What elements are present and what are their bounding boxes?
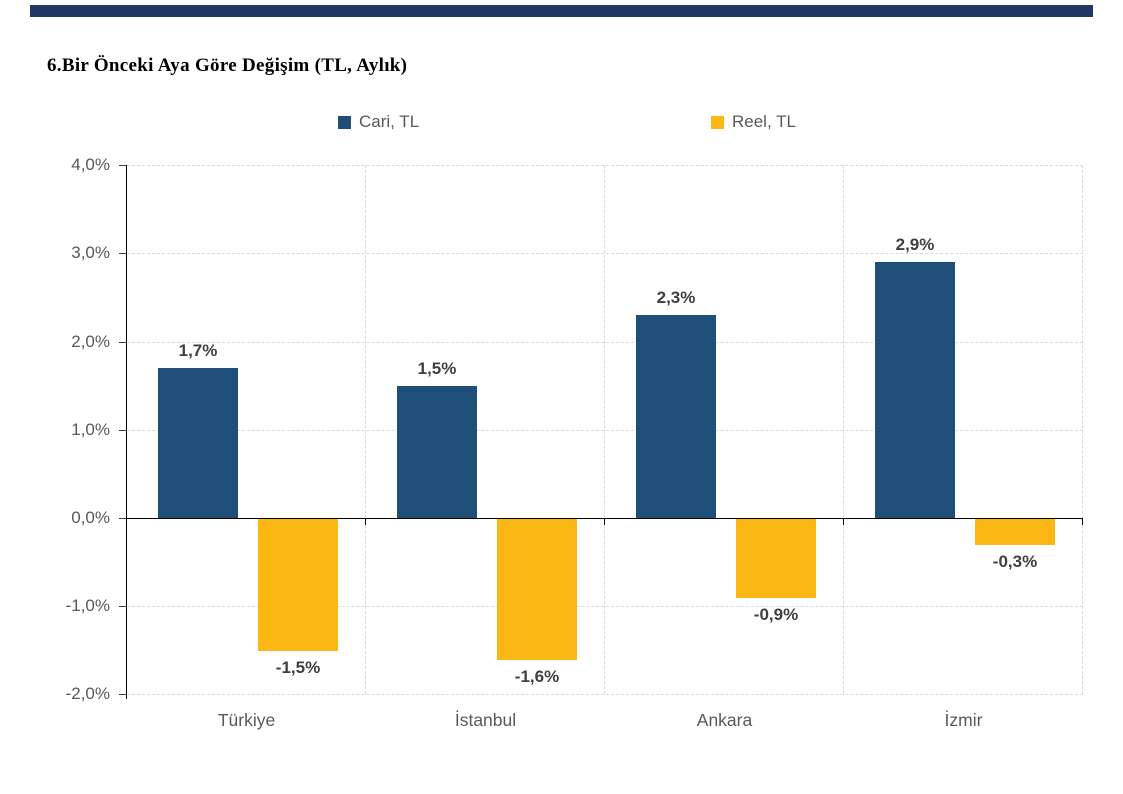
y-tick-label: 1,0% [71, 420, 110, 439]
legend-label-reel: Reel, TL [732, 112, 796, 131]
x-axis-tick [604, 519, 605, 525]
bar-value-label: 2,3% [656, 288, 696, 307]
y-gridline [127, 165, 1083, 166]
x-category-label: Ankara [696, 710, 753, 730]
y-gridline [127, 606, 1083, 607]
y-tick-label: 4,0% [71, 155, 110, 174]
legend-item-cari: Cari, TL [338, 112, 419, 132]
bar-value-label: 1,7% [178, 341, 218, 360]
bar-cari [158, 368, 238, 518]
category-separator-line [604, 165, 605, 694]
legend-item-reel: Reel, TL [711, 112, 796, 132]
y-axis-tick [119, 518, 126, 519]
bar-reel [497, 519, 577, 660]
y-axis-tick [119, 430, 126, 431]
y-tick-label: 3,0% [71, 243, 110, 262]
x-category-label: Türkiye [217, 710, 276, 730]
y-gridline [127, 342, 1083, 343]
y-axis-tick [119, 694, 126, 695]
category-separator-line [365, 165, 366, 694]
bar-value-label: -1,5% [275, 658, 321, 677]
bar-value-label: -0,9% [753, 605, 799, 624]
y-gridline [127, 430, 1083, 431]
x-axis-tick [843, 519, 844, 525]
x-category-label: İstanbul [454, 710, 517, 730]
y-gridline [127, 694, 1083, 695]
y-axis-tick [119, 165, 126, 166]
bar-reel [975, 519, 1055, 545]
y-axis-line [126, 165, 127, 699]
y-tick-label: -2,0% [65, 684, 110, 703]
plot-right-border [1082, 165, 1083, 694]
bar-cari [636, 315, 716, 518]
bar-value-label: -0,3% [992, 552, 1038, 571]
y-axis-tick [119, 606, 126, 607]
y-tick-label: -1,0% [65, 596, 110, 615]
top-divider-bar [30, 5, 1093, 17]
bar-value-label: -1,6% [514, 667, 560, 686]
bar-reel [258, 519, 338, 651]
bar-value-label: 1,5% [417, 359, 457, 378]
bar-value-label: 2,9% [895, 235, 935, 254]
plot-area: 4,0% 3,0% 2,0% 1,0% 0,0% -1,0% -2,0% 1,7% -1,5% 1… [66, 155, 1083, 703]
y-axis-tick [119, 253, 126, 254]
category-separator-line [843, 165, 844, 694]
bar-cari [875, 262, 955, 518]
bar-reel [736, 519, 816, 598]
y-tick-label: 0,0% [71, 508, 110, 527]
x-category-label: İzmir [944, 710, 983, 730]
y-tick-label: 2,0% [71, 332, 110, 351]
x-axis-zero-line [127, 518, 1083, 519]
legend-swatch-reel-icon [711, 115, 724, 129]
legend-label-cari: Cari, TL [359, 112, 420, 131]
bar-cari [397, 386, 477, 518]
x-axis-tick [1082, 519, 1083, 525]
legend-swatch-cari-icon [338, 115, 351, 129]
y-axis-tick [119, 342, 126, 343]
chart-title: 6.Bir Önceki Aya Göre Değişim (TL, Aylık… [47, 55, 408, 76]
x-axis-tick [365, 519, 366, 525]
y-gridline [127, 253, 1083, 254]
